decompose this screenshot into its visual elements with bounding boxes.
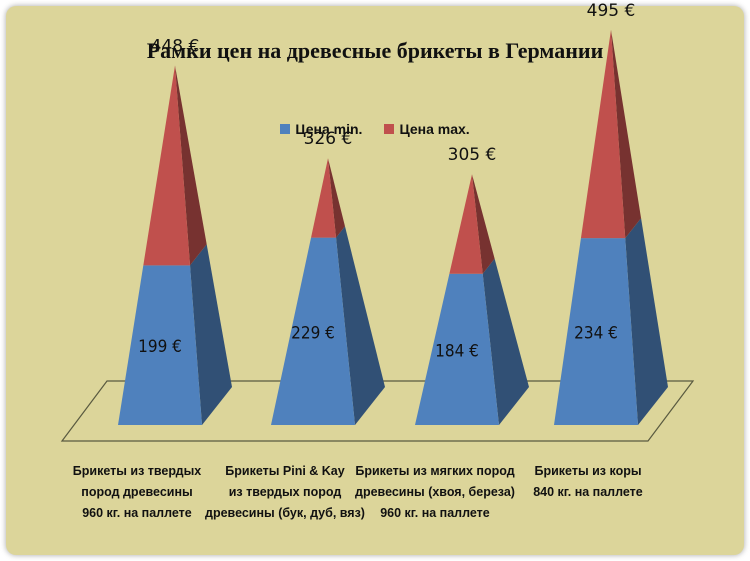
category-label-1: Брикеты из твердых пород древесины 960 кг.… xyxy=(52,461,222,524)
max-value-label-1: 448 € xyxy=(151,37,200,57)
category-label-line: 960 кг. на паллете xyxy=(380,506,490,520)
pyramid-max-side-3 xyxy=(472,174,495,274)
legend-label-min: Цена min. xyxy=(295,121,363,137)
pyramid-min-front-2 xyxy=(271,237,355,425)
legend-swatch-min xyxy=(280,124,291,134)
pyramid-min-front-4 xyxy=(554,238,638,425)
legend-item-max: Цена max. xyxy=(384,121,470,137)
pyramid-min-side-2 xyxy=(336,226,385,425)
pyramid-max-side-2 xyxy=(328,158,345,238)
max-value-label-3: 305 € xyxy=(448,145,497,165)
min-value-label-4: 234 € xyxy=(574,324,618,344)
max-value-label-2: 326 € xyxy=(304,129,353,149)
legend-item-min: Цена min. xyxy=(280,121,362,137)
pyramid-min-side-1 xyxy=(190,244,232,425)
pyramid-min-front-3 xyxy=(415,273,499,425)
category-label-2: Брикеты Pini & Kay из твердых пород древес… xyxy=(200,461,370,524)
category-label-4: Брикеты из коры 840 кг. на паллете xyxy=(503,461,673,503)
min-value-label-3: 184 € xyxy=(435,341,479,361)
pyramid-min-side-3 xyxy=(482,258,529,425)
category-label-line: Брикеты из твердых xyxy=(72,464,202,478)
legend: Цена min. Цена max. xyxy=(0,121,750,137)
category-label-line: Брикеты Pini & Kay xyxy=(225,464,345,478)
pyramid-min-front-1 xyxy=(118,265,202,425)
category-label-line: Брикеты из мягких пород xyxy=(355,464,515,478)
category-label-line: древесины (бук, дуб, вяз) xyxy=(205,506,365,520)
chart-title: Рамки цен на древесные брикеты в Германи… xyxy=(146,38,604,63)
pyramid-max-side-4 xyxy=(611,29,642,239)
pyramid-max-front-3 xyxy=(449,174,483,274)
category-label-line: 960 кг. на паллете xyxy=(82,506,192,520)
legend-label-max: Цена max. xyxy=(399,121,470,137)
category-label-3: Брикеты из мягких пород древесины (хвоя, … xyxy=(350,461,520,524)
min-value-label-2: 229 € xyxy=(291,323,335,343)
category-label-line: 840 кг. на паллете xyxy=(533,485,643,499)
pyramid-max-side-1 xyxy=(175,65,207,266)
pyramid-max-front-1 xyxy=(143,65,191,266)
category-label-line: Брикеты из коры xyxy=(534,464,642,478)
min-value-label-1: 199 € xyxy=(138,337,182,357)
pyramid-min-side-4 xyxy=(625,218,668,425)
pyramid-max-front-2 xyxy=(311,158,337,238)
max-value-label-4: 495 € xyxy=(587,1,636,21)
category-label-line: древесины (хвоя, береза) xyxy=(355,485,515,499)
pyramid-max-front-4 xyxy=(580,29,626,239)
category-label-line: пород древесины xyxy=(81,485,193,499)
category-label-line: из твердых пород xyxy=(228,485,342,499)
legend-swatch-max xyxy=(384,124,395,134)
